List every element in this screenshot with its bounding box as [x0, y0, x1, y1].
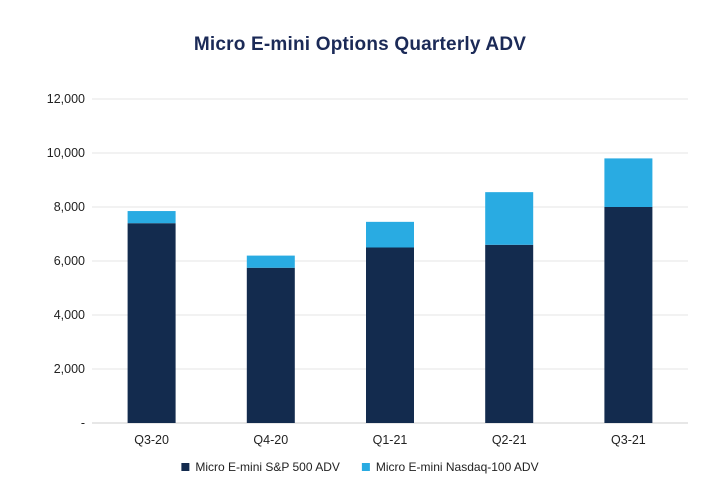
x-tick-label: Q4-20: [253, 433, 288, 447]
bar-sp500: [127, 223, 176, 423]
bar-nasdaq100: [485, 192, 534, 245]
y-tick-label: 4,000: [54, 308, 85, 322]
x-tick-label: Q2-21: [492, 433, 527, 447]
x-tick-label: Q1-21: [373, 433, 408, 447]
y-tick-label: 2,000: [54, 362, 85, 376]
chart-title: Micro E-mini Options Quarterly ADV: [193, 34, 527, 55]
bar-sp500: [604, 207, 653, 423]
legend-label: Micro E-mini Nasdaq-100 ADV: [376, 460, 539, 474]
legend-swatch: [181, 463, 190, 471]
bar-nasdaq100: [366, 221, 414, 248]
bar-nasdaq100: [127, 211, 176, 224]
bar-sp500: [366, 247, 414, 423]
bar-nasdaq100: [604, 158, 653, 207]
y-tick-label: 12,000: [47, 92, 85, 106]
bar-sp500: [246, 267, 295, 423]
bar-nasdaq100: [246, 255, 295, 268]
x-tick-label: Q3-20: [134, 433, 169, 447]
y-tick-label: 6,000: [54, 254, 85, 268]
legend-label: Micro E-mini S&P 500 ADV: [195, 460, 340, 474]
bar-sp500: [485, 244, 534, 423]
y-tick-label: 8,000: [54, 200, 85, 214]
legend-swatch: [361, 463, 370, 471]
y-tick-label: -: [81, 416, 85, 430]
x-tick-label: Q3-21: [611, 433, 646, 447]
y-tick-label: 10,000: [47, 146, 85, 160]
